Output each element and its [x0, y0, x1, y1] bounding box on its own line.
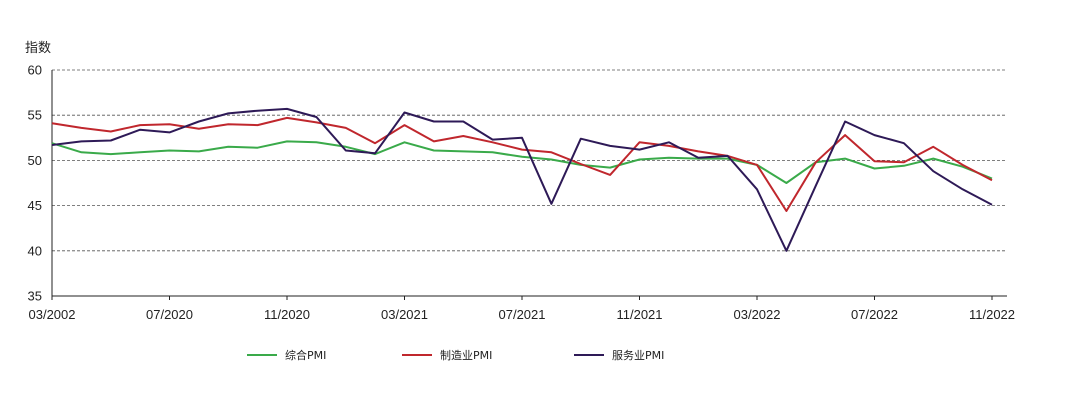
y-tick-label: 55 [28, 108, 42, 123]
series-line [51, 116, 993, 212]
x-tick-label: 11/2021 [616, 307, 662, 322]
legend-label: 制造业PMI [440, 348, 492, 362]
series-lines [51, 107, 993, 252]
y-tick-label: 45 [28, 198, 42, 213]
y-tick-label: 35 [28, 289, 42, 304]
y-tick-labels: 35 40 45 50 55 60 [28, 63, 42, 304]
x-tick-labels: 03/2002 07/2020 11/2020 03/2021 07/2021 11/20… [29, 296, 1015, 322]
y-tick-label: 40 [28, 243, 42, 258]
x-tick-label: 07/2021 [499, 307, 546, 322]
y-tick-label: 50 [28, 153, 42, 168]
legend: 综合PMI 制造业PMI 服务业PMI [247, 348, 664, 362]
legend-label: 综合PMI [285, 348, 326, 362]
y-tick-label: 60 [28, 63, 42, 78]
x-tick-label: 03/2022 [734, 307, 781, 322]
axes [51, 70, 1007, 297]
x-tick-label: 03/2002 [29, 307, 76, 322]
x-tick-label: 07/2020 [146, 307, 193, 322]
x-tick-label: 11/2022 [969, 307, 1015, 322]
series-line [51, 140, 993, 184]
x-tick-label: 03/2021 [381, 307, 428, 322]
x-tick-label: 11/2020 [264, 307, 310, 322]
gridlines [52, 69, 1007, 252]
y-axis-label: 指数 [25, 41, 51, 56]
legend-label: 服务业PMI [612, 349, 664, 362]
series-line [51, 107, 993, 252]
x-tick-label: 07/2022 [851, 307, 898, 322]
